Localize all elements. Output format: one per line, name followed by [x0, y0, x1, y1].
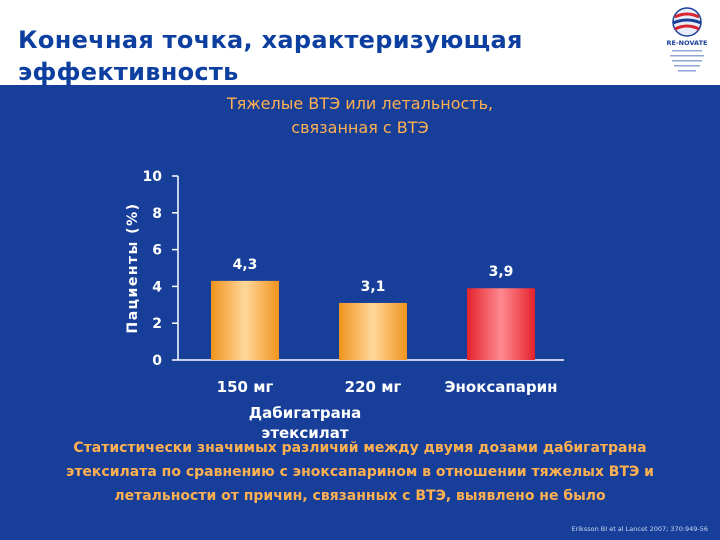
citation: Eriksson BI et al Lancet 2007; 370:949-5…: [571, 525, 708, 533]
y-tick-label: 4: [152, 279, 162, 295]
x-tick-label: 220 мг: [345, 378, 402, 396]
bar-1: [211, 280, 279, 360]
bar-2: [339, 302, 407, 360]
y-axis-label: Пациенты (%): [125, 203, 141, 334]
y-tick-label: 8: [152, 206, 162, 222]
header: [0, 0, 720, 85]
y-tick-label: 10: [143, 169, 163, 185]
value-label: 4,3: [233, 257, 258, 273]
caption: Статистически значимых различий между дв…: [66, 440, 654, 504]
y-tick-label: 0: [152, 353, 162, 369]
y-tick-label: 6: [152, 243, 162, 259]
y-tick-label: 2: [152, 316, 162, 332]
group-label-line-1: Дабигатрана: [249, 404, 361, 422]
x-tick-label: 150 мг: [217, 378, 274, 396]
value-label: 3,9: [489, 264, 514, 280]
x-tick-label: Эноксапарин: [445, 378, 558, 396]
logo-text: RE-NOVATE: [667, 39, 708, 47]
slide-title: Конечная точка, характеризующая эффектив…: [18, 26, 523, 86]
chart-title: Тяжелые ВТЭ или летальность, связанная с…: [226, 94, 494, 137]
renovate-logo: RE-NOVATE: [664, 5, 710, 79]
value-label: 3,1: [361, 279, 386, 295]
bar-3: [467, 288, 535, 360]
group-label-line-2: этексилат: [261, 424, 348, 442]
